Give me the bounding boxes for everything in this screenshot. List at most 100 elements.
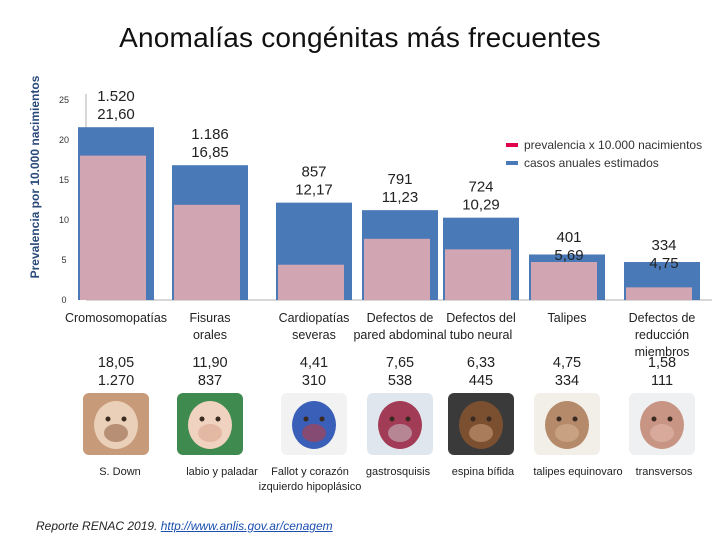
photo-caption-line: izquierdo hipoplásico [258, 481, 362, 493]
label-annual-cases: 334 [651, 237, 676, 254]
bar-cases [626, 287, 692, 300]
y-tick-label: 10 [59, 215, 69, 225]
x-tick-label-line: Cromosomopatías [64, 311, 168, 325]
bottom-cases: 1.270 [97, 373, 135, 389]
bottom-rate: 1,58 [647, 355, 677, 371]
bottom-cases: 334 [554, 373, 580, 389]
source-link[interactable]: http://www.anlis.gov.ar/cenagem [160, 519, 333, 533]
bottom-rate: 18,05 [97, 355, 135, 371]
photo-caption: transversos [629, 465, 699, 480]
bottom-cases: 310 [301, 373, 327, 389]
y-tick-label: 0 [61, 295, 66, 305]
legend-item-prevalence: prevalencia x 10.000 nacimientos [506, 136, 702, 154]
bottom-values: 7,65 538 [355, 354, 445, 390]
label-annual-cases: 1.186 [191, 126, 229, 143]
legend: prevalencia x 10.000 nacimientos casos a… [506, 136, 702, 172]
legend-swatch-cases [506, 161, 518, 165]
label-prevalence: 16,85 [191, 144, 229, 161]
photo-caption: Fallot y corazón izquierdo hipoplásico [250, 465, 370, 495]
photo-caption-line: Fallot y corazón [271, 466, 349, 478]
x-tick-label-line: pared abdominal [353, 328, 447, 342]
legend-label-prevalence: prevalencia x 10.000 nacimientos [524, 138, 703, 152]
bottom-rate: 6,33 [466, 355, 496, 371]
x-tick-label-line: Defectos del [446, 311, 516, 325]
y-tick-label: 15 [59, 175, 69, 185]
source-text: Reporte RENAC 2019. [36, 519, 158, 533]
label-annual-cases: 724 [468, 179, 493, 196]
y-tick-label: 20 [59, 135, 69, 145]
bottom-cases: 445 [468, 373, 494, 389]
label-prevalence: 4,75 [649, 255, 678, 272]
photo-caption-line: gastrosquisis [365, 466, 431, 478]
photo-caption-line: transversos [635, 466, 693, 478]
y-tick-label: 5 [61, 255, 66, 265]
x-tick-label: Cromosomopatías [61, 310, 171, 327]
y-tick-label: 25 [59, 95, 69, 105]
bar-cases [531, 262, 597, 300]
bottom-cases: 538 [387, 373, 413, 389]
photo-caption: talipes equinovaro [528, 465, 628, 480]
bottom-values: 6,33 445 [436, 354, 526, 390]
case-photo [448, 393, 514, 455]
bar-cases [80, 155, 146, 300]
case-photo [629, 393, 695, 455]
bottom-cases: 837 [197, 373, 223, 389]
bars [78, 127, 700, 300]
label-annual-cases: 1.520 [97, 88, 135, 105]
x-tick-label-line: Defectos de [628, 311, 696, 325]
x-tick-label-line: severas [292, 328, 336, 342]
photo-caption: labio y paladar [179, 465, 265, 480]
x-tick-label-line: Cardiopatías [278, 311, 350, 325]
case-photo [534, 393, 600, 455]
chart-title: Anomalías congénitas más frecuentes [119, 22, 601, 53]
label-prevalence: 10,29 [462, 197, 500, 214]
label-annual-cases: 791 [387, 171, 412, 188]
bottom-rate: 11,90 [192, 355, 228, 371]
x-tick-label: Talipes [512, 310, 622, 327]
bar-cases [174, 204, 240, 300]
bottom-cases: 111 [650, 373, 674, 389]
case-photo [177, 393, 243, 455]
photo-caption: S. Down [80, 465, 160, 480]
bottom-values: 18,05 1.270 [71, 354, 161, 390]
x-tick-label-line: Defectos de [366, 311, 434, 325]
x-tick-label: Defectos de reducción miembros [607, 310, 717, 361]
bottom-rate: 7,65 [385, 355, 415, 371]
x-tick-label: Defectos de pared abdominal [345, 310, 455, 344]
photo-caption-line: labio y paladar [186, 466, 258, 478]
label-prevalence: 5,69 [554, 247, 583, 264]
x-tick-label-line: Fisuras [189, 311, 231, 325]
legend-swatch-prevalence [506, 143, 518, 147]
label-prevalence: 12,17 [295, 182, 333, 199]
label-prevalence: 11,23 [382, 189, 418, 206]
photo-caption-line: S. Down [99, 466, 141, 478]
legend-label-cases: casos anuales estimados [524, 156, 659, 170]
bar-cases [278, 264, 344, 300]
label-annual-cases: 857 [301, 164, 326, 181]
source-note: Reporte RENAC 2019. http://www.anlis.gov… [36, 519, 333, 533]
case-photo [367, 393, 433, 455]
case-photo [83, 393, 149, 455]
label-annual-cases: 401 [556, 229, 581, 246]
label-prevalence: 21,60 [97, 106, 135, 123]
x-tick-label-line: tubo neural [449, 328, 513, 342]
photo-caption: gastrosquisis [358, 465, 438, 480]
x-tick-label: Defectos del tubo neural [426, 310, 536, 344]
bar-cases [364, 238, 430, 300]
x-tick-label-line: Talipes [547, 311, 587, 325]
bottom-rate: 4,75 [552, 355, 582, 371]
bottom-values: 4,41 310 [269, 354, 359, 390]
legend-item-cases: casos anuales estimados [506, 154, 702, 172]
bottom-values: 4,75 334 [522, 354, 612, 390]
x-tick-label-line: orales [192, 328, 228, 342]
photo-caption-line: talipes equinovaro [533, 466, 623, 478]
bottom-rate: 4,41 [299, 355, 329, 371]
bottom-values: 1,58 111 [617, 354, 707, 390]
bottom-values: 11,90 837 [165, 354, 255, 390]
x-tick-label-line: reducción miembros [634, 328, 690, 359]
case-photo [281, 393, 347, 455]
photo-caption-line: espina bífida [451, 466, 515, 478]
bar-cases [445, 249, 511, 300]
